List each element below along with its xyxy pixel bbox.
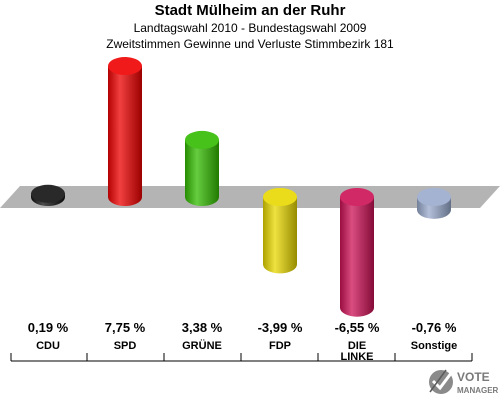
category-label: Sonstige [411,340,457,352]
category-label: LINKE [341,351,374,363]
category-label: CDU [36,340,60,352]
value-labels-group: 0,19 % 7,75 % 3,38 % -3,99 % -6,55 % -0,76 % [28,320,457,335]
value-label: -3,99 % [258,320,303,335]
bar-cap [31,184,65,203]
bar-fdp [263,188,297,274]
bar-sonstige [417,188,451,219]
value-label: 3,38 % [182,320,223,335]
category-label: FDP [269,340,291,352]
bar-cap [185,130,219,149]
bar-body [185,139,219,206]
bar-cap [108,57,142,76]
chart-subtitle-1: Landtagswahl 2010 - Bundestagswahl 2009 [133,21,367,35]
bar-cap [340,188,374,206]
bar-gr-ne [185,130,219,206]
bars-group [31,57,451,317]
bar-cap [417,188,451,206]
checkmark-ballot-icon [429,369,454,394]
logo-word-manager: MANAGER [457,386,499,395]
category-label: GRÜNE [182,339,222,352]
value-label: 7,75 % [105,320,146,335]
category-label: SPD [114,340,137,352]
bar-body [108,66,142,207]
value-label: 0,19 % [28,320,69,335]
bar-cdu [31,184,65,206]
bar-spd [108,57,142,207]
bar-body [340,197,374,317]
vote-manager-logo: VOTE MANAGER [429,369,499,395]
bar-die-linke [340,188,374,317]
value-label: -0,76 % [412,320,457,335]
bar-cap [263,188,297,206]
chart-subtitle-2: Zweitstimmen Gewinne und Verluste Stimmb… [106,37,394,51]
bar-body [263,197,297,274]
chart-title: Stadt Mülheim an der Ruhr [154,2,346,19]
logo-word-vote: VOTE [457,370,490,384]
category-label: DIE [348,340,366,352]
value-label: -6,55 % [335,320,380,335]
